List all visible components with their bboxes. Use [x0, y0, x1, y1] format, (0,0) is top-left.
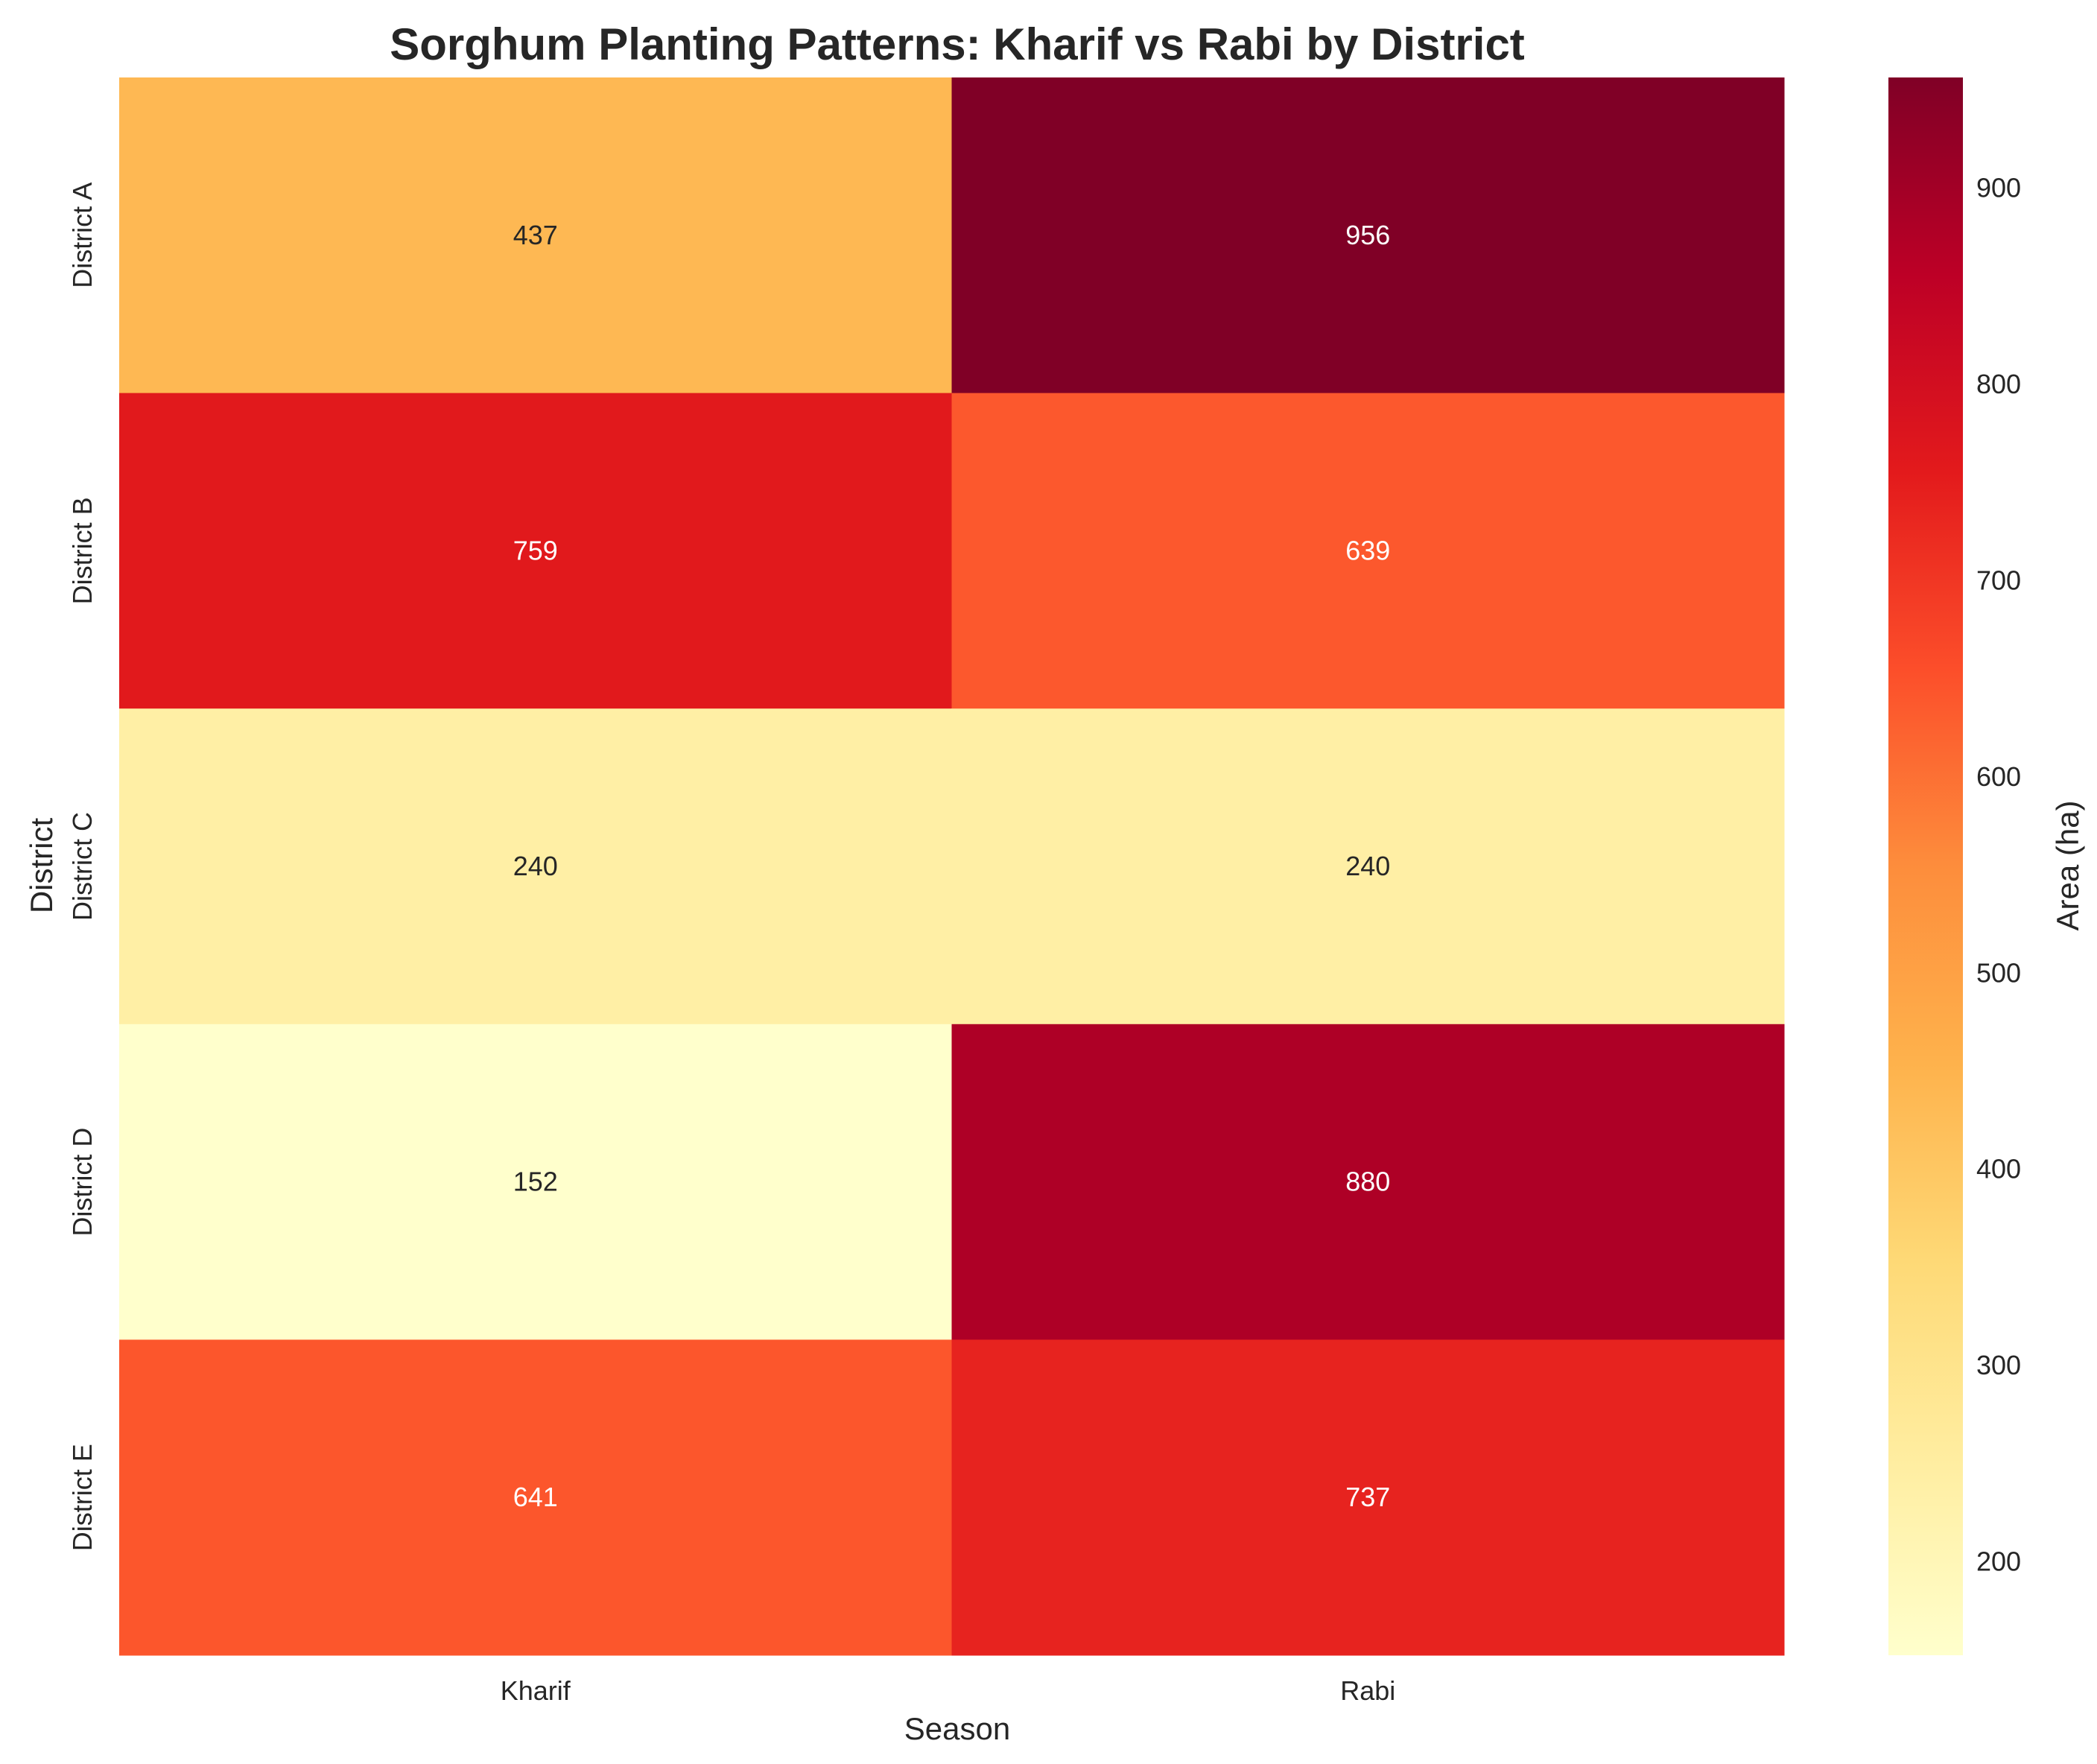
heatmap-cell: [119, 708, 952, 1025]
colorbar-tick-label: 800: [1976, 369, 2021, 399]
y-tick-label: District A: [67, 183, 98, 288]
x-axis-label: Season: [904, 1711, 1010, 1746]
heatmap-cell: [951, 1339, 1785, 1656]
colorbar-tick-label: 400: [1976, 1154, 2021, 1184]
y-tick-labels: District A District B District C District D…: [67, 183, 98, 1551]
cell-value-label: 641: [513, 1482, 558, 1512]
cell-value-label: 240: [513, 851, 558, 881]
heatmap-cell: [951, 1024, 1785, 1340]
cell-value-label: 437: [513, 220, 558, 250]
x-tick-label: Rabi: [1340, 1675, 1395, 1706]
colorbar: [1888, 77, 1963, 1655]
heatmap-cell: [951, 708, 1785, 1025]
y-tick-label: District B: [67, 497, 98, 604]
chart-title: Sorghum Planting Patterns: Kharif vs Rab…: [390, 19, 1525, 69]
heatmap-cell: [951, 77, 1785, 394]
cell-value-label: 880: [1345, 1167, 1390, 1197]
cell-value-label: 759: [513, 535, 558, 565]
y-tick-label: District E: [67, 1444, 98, 1551]
cell-value-label: 639: [1345, 535, 1390, 565]
heatmap-cell: [119, 1024, 952, 1340]
colorbar-tick-label: 300: [1976, 1350, 2021, 1380]
y-axis-label: District: [24, 818, 59, 914]
heatmap-cells: 437 956 759 639 240 240 152 880 641 737: [119, 77, 1785, 1656]
colorbar-tick-label: 600: [1976, 761, 2021, 792]
colorbar-tick-label: 900: [1976, 173, 2021, 203]
colorbar-label: Area (ha): [2050, 800, 2085, 930]
heatmap-cell: [119, 77, 952, 394]
y-tick-label: District D: [67, 1128, 98, 1237]
y-tick-label: District C: [67, 812, 98, 921]
colorbar-ticks: 200 300 400 500 600 700 800 900: [1976, 173, 2021, 1577]
x-tick-labels: Kharif Rabi: [501, 1675, 1396, 1706]
colorbar-tick-label: 200: [1976, 1546, 2021, 1577]
colorbar-tick-label: 500: [1976, 957, 2021, 988]
heatmap-cell: [119, 1339, 952, 1656]
cell-value-label: 152: [513, 1167, 558, 1197]
colorbar-tick-label: 700: [1976, 565, 2021, 595]
heatmap-cell: [951, 393, 1785, 709]
cell-value-label: 956: [1345, 220, 1390, 250]
heatmap-cell: [119, 393, 952, 709]
cell-value-label: 737: [1345, 1482, 1390, 1512]
cell-value-label: 240: [1345, 851, 1390, 881]
x-tick-label: Kharif: [501, 1675, 571, 1706]
